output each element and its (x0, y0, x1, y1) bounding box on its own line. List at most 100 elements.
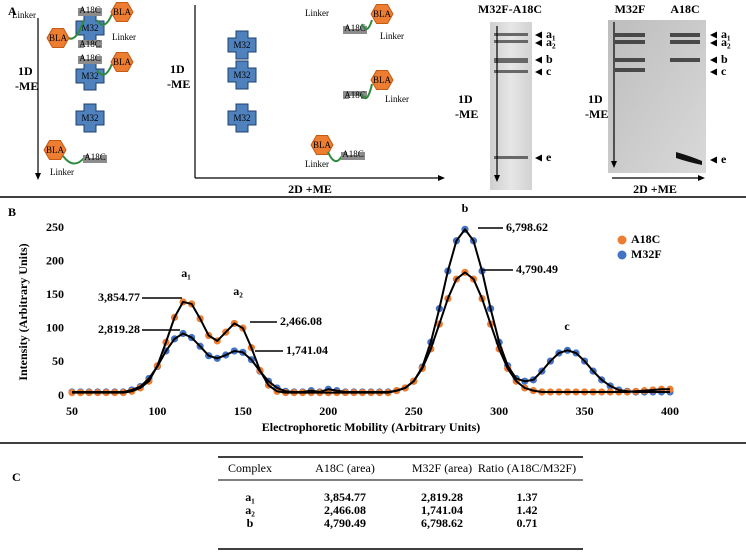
gel-band (494, 70, 528, 73)
x-tick-label: 350 (576, 404, 594, 418)
linker-label: Linker (50, 167, 74, 177)
table-header: Ratio (A18C/M32F) (478, 461, 576, 475)
panel-label: C (12, 470, 21, 484)
panel-label: A (8, 4, 17, 18)
gel-title: M32F-A18C (478, 2, 542, 16)
y-axis-title: Intensity (Arbitrary Units) (16, 243, 30, 380)
area-label: 6,798.62 (506, 220, 548, 234)
area-label: 4,790.49 (516, 262, 558, 276)
a18c-label: A18C (84, 152, 106, 162)
m32-cross (75, 61, 105, 91)
peak-label: a₂ (233, 284, 243, 298)
linker-label: Linker (305, 8, 329, 18)
m32-cross (227, 30, 257, 60)
linker (62, 155, 85, 165)
peak-label: a₁ (181, 266, 191, 280)
bla-hexagon (310, 134, 334, 156)
area-label: 3,854.77 (98, 290, 140, 304)
table-cell: 1.42 (517, 503, 538, 517)
gel-band (494, 58, 528, 63)
gel-image (490, 22, 532, 190)
table-cell: a₁ (245, 490, 255, 504)
table-cell: 2,466.08 (324, 503, 366, 517)
table-cell: 2,819.28 (421, 490, 463, 504)
band-pointer (710, 31, 717, 39)
lane-label: M32F (615, 2, 646, 16)
a18c-bracket (343, 26, 367, 34)
table-header: M32F (area) (412, 461, 472, 475)
peak-label: b (462, 201, 469, 215)
linker (327, 151, 343, 163)
panel-label: B (8, 205, 16, 219)
table-cell: 6,798.62 (421, 516, 463, 530)
band-label: b (546, 52, 553, 66)
linker-label: Linker (380, 31, 404, 41)
a18c-label: A18C (344, 23, 366, 33)
axis-2d-label: 2D +ME (288, 182, 332, 196)
x-tick-label: 300 (490, 404, 508, 418)
axis-1d-label: -ME (15, 79, 38, 93)
band-label: c (721, 64, 727, 78)
table-header: Complex (228, 461, 272, 475)
y-tick-label: 250 (46, 220, 64, 234)
x-tick-label: 400 (661, 404, 679, 418)
bla-hexagon (370, 3, 394, 25)
a18c-bracket (78, 8, 102, 16)
legend-label: M32F (631, 247, 662, 261)
band-pointer (535, 56, 542, 64)
arrow-head (494, 175, 500, 182)
x-tick-label: 100 (148, 404, 166, 418)
gel-band (615, 40, 645, 44)
axis-1d-label: -ME (167, 77, 190, 91)
y-tick-label: 50 (52, 354, 64, 368)
bla-hexagon (43, 139, 67, 161)
m32-label: M32 (233, 70, 250, 80)
gel-band (676, 152, 702, 165)
a18c-bracket (83, 155, 107, 163)
linker (361, 83, 373, 100)
a18c-bracket (343, 91, 367, 99)
table-header: A18C (area) (315, 461, 375, 475)
area-label: 2,466.08 (280, 314, 322, 328)
a18c-label: A18C (79, 39, 101, 49)
band-pointer (710, 56, 717, 64)
fit-line (72, 228, 670, 393)
a18c-bracket (341, 152, 365, 160)
a18c-label: A18C (79, 5, 101, 15)
table-cell: a₂ (245, 503, 255, 517)
linker (361, 19, 373, 31)
legend-marker (617, 250, 627, 260)
fit-line (72, 271, 670, 394)
a18c-bracket (78, 40, 102, 48)
linker (96, 13, 113, 26)
arrow-head (35, 173, 41, 180)
bla-hexagon (110, 51, 134, 73)
axis-1d-label: -ME (585, 107, 608, 121)
area-label: 2,819.28 (98, 322, 140, 336)
m32-label: M32 (233, 113, 250, 123)
m32-label: M32 (81, 71, 98, 81)
bla-hexagon (110, 1, 134, 23)
area-label: 1,741.04 (286, 343, 328, 357)
table-cell: 1,741.04 (421, 503, 463, 517)
gel-band (670, 58, 700, 62)
band-label: b (721, 52, 728, 66)
bla-label: BLA (113, 57, 132, 67)
gel-band (615, 33, 645, 37)
a18c-label: A18C (79, 53, 101, 63)
x-tick-label: 200 (319, 404, 337, 418)
band-pointer (535, 39, 542, 47)
y-tick-label: 150 (46, 287, 64, 301)
table-cell: 1.37 (517, 490, 538, 504)
band-label: a₂ (721, 35, 731, 49)
band-label: e (721, 152, 727, 166)
axis-1d-label: 1D (18, 64, 33, 78)
y-tick-label: 0 (58, 388, 64, 402)
lane-label: A18C (670, 2, 699, 16)
band-pointer (710, 39, 717, 47)
band-label: a₁ (546, 27, 556, 41)
peak-label: c (564, 319, 570, 333)
a18c-label: A18C (344, 90, 366, 100)
y-tick-label: 100 (46, 321, 64, 335)
linker (96, 63, 113, 76)
